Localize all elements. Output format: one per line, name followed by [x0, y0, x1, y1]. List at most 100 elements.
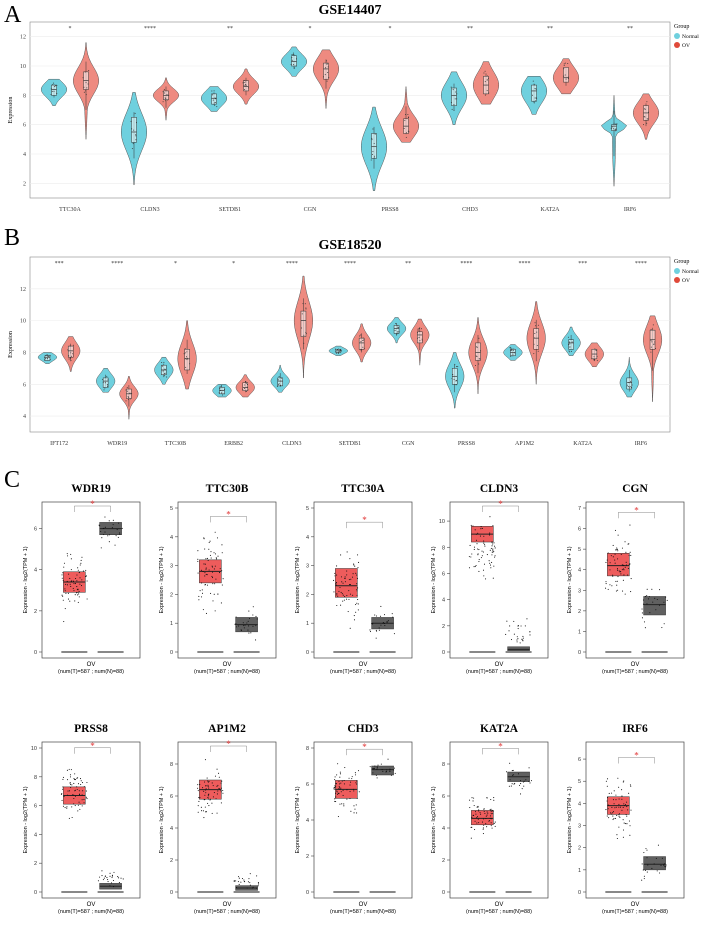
- sample-point: [522, 781, 524, 783]
- y-tick-label: 0: [34, 890, 37, 896]
- y-tick-label: 10: [20, 64, 26, 70]
- sample-point: [215, 578, 217, 580]
- sample-point: [86, 798, 88, 800]
- violin-chart-gse18520: 4681012GSE18520ExpressionIFT172***WDR19*…: [8, 238, 699, 447]
- sample-point: [63, 566, 65, 568]
- sample-point: [73, 778, 75, 780]
- sample-point: [475, 539, 478, 541]
- sample-point: [658, 872, 661, 874]
- sample-point: [221, 584, 223, 586]
- sample-point: [185, 366, 187, 368]
- sample-point: [630, 380, 632, 382]
- x-axis-label: OV: [223, 902, 232, 908]
- sample-point: [359, 335, 361, 337]
- sample-point: [394, 329, 396, 331]
- sample-point: [292, 53, 294, 55]
- y-tick-label: 6: [578, 757, 581, 763]
- sample-point: [475, 355, 477, 357]
- sample-point: [452, 89, 454, 91]
- boxplot-kat2a: KAT2A 0 2 4 6 8 Expression - log2(TPM + 1) OV(n…: [431, 723, 549, 915]
- sample-point: [612, 575, 614, 577]
- significance-bracket: [482, 748, 519, 755]
- sample-point: [325, 67, 327, 69]
- sample-point: [343, 803, 345, 805]
- sample-point: [234, 623, 236, 625]
- sample-point: [61, 799, 63, 801]
- sample-point: [165, 98, 167, 100]
- sample-point: [387, 620, 389, 622]
- sample-point: [513, 620, 515, 622]
- sample-point: [251, 887, 253, 889]
- sample-point: [478, 822, 480, 824]
- sample-point: [207, 797, 209, 799]
- legend-swatch-normal: [674, 33, 680, 39]
- sample-point: [478, 809, 480, 811]
- sample-point: [245, 382, 247, 384]
- sample-point: [615, 794, 617, 796]
- sample-point: [619, 816, 621, 818]
- sample-point: [109, 875, 111, 877]
- sample-point: [618, 803, 620, 805]
- sample-point: [280, 377, 282, 379]
- sample-point: [333, 786, 336, 789]
- sample-point: [337, 763, 339, 765]
- sample-point: [517, 625, 519, 627]
- significance-label: *: [498, 499, 503, 509]
- sample-point: [611, 806, 613, 809]
- sample-point: [407, 130, 409, 132]
- x-tick-label: CHD3: [462, 207, 478, 213]
- sample-point: [533, 337, 535, 339]
- sample-point: [510, 639, 513, 641]
- sample-point: [65, 583, 67, 585]
- sample-point: [375, 629, 377, 631]
- x-axis-sublabel: (num(T)=587 ; num(N)=88): [58, 669, 124, 675]
- sample-point: [305, 331, 307, 333]
- sample-point: [50, 93, 52, 95]
- sample-point: [75, 578, 77, 580]
- sample-point: [205, 785, 207, 787]
- y-axis-label: Expression: [8, 331, 14, 358]
- sample-point: [61, 793, 63, 795]
- x-axis-sublabel: (num(T)=587 ; num(N)=88): [466, 909, 532, 915]
- sample-point: [476, 356, 478, 358]
- sample-point: [643, 124, 645, 126]
- sample-point: [349, 558, 351, 560]
- sample-point: [335, 584, 337, 586]
- sample-point: [79, 778, 82, 780]
- sample-point: [616, 548, 619, 550]
- sample-point: [476, 346, 478, 348]
- sample-point: [605, 583, 607, 585]
- sample-point: [351, 776, 353, 778]
- x-tick-label: TTC30B: [165, 441, 186, 447]
- sample-point: [655, 857, 657, 859]
- y-tick-label: 2: [442, 858, 445, 864]
- x-axis-sublabel: (num(T)=587 ; num(N)=88): [194, 669, 260, 675]
- sample-point: [252, 606, 254, 608]
- sample-point: [615, 549, 618, 551]
- sample-point: [652, 324, 654, 326]
- y-tick-label: 0: [306, 890, 309, 896]
- sample-point: [219, 388, 221, 390]
- sample-point: [64, 590, 66, 592]
- sample-point: [103, 534, 105, 536]
- sample-point: [125, 400, 127, 402]
- sample-point: [216, 793, 218, 795]
- sample-point: [112, 519, 114, 521]
- sample-point: [511, 349, 513, 351]
- x-axis-sublabel: (num(T)=587 ; num(N)=88): [330, 909, 396, 915]
- sample-point: [563, 63, 565, 65]
- sample-point: [490, 567, 492, 569]
- sample-point: [334, 800, 336, 802]
- sample-point: [417, 332, 419, 334]
- sample-point: [74, 805, 76, 807]
- sample-point: [372, 768, 374, 770]
- sample-point: [215, 558, 218, 560]
- sample-point: [522, 637, 524, 639]
- sample-point: [616, 547, 618, 549]
- sample-point: [83, 86, 85, 88]
- sample-point: [380, 763, 382, 765]
- sample-point: [340, 604, 342, 606]
- sample-point: [454, 363, 456, 365]
- sample-point: [62, 786, 64, 788]
- sample-point: [343, 599, 345, 601]
